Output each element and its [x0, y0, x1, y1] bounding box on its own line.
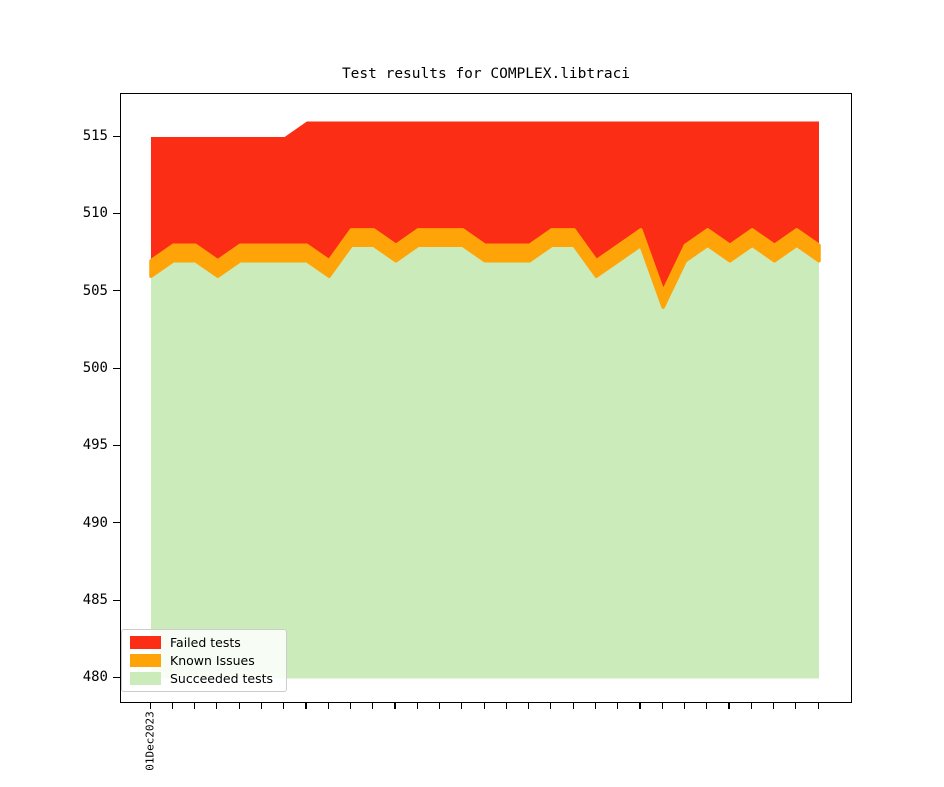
- x-tick-mark: [349, 703, 352, 709]
- y-tick-label: 515: [82, 128, 108, 144]
- x-tick-mark: [238, 703, 240, 709]
- x-tick-mark: [438, 703, 441, 709]
- x-tick-mark: [149, 703, 151, 709]
- x-tick-mark: [216, 703, 218, 709]
- x-tick-mark: [505, 703, 507, 709]
- x-tick-mark: [461, 703, 463, 709]
- area-layer: [151, 121, 819, 292]
- x-tick-mark: [171, 703, 173, 709]
- y-tick-mark: [113, 444, 120, 447]
- y-tick-label: 495: [82, 437, 108, 454]
- x-tick-mark: [594, 703, 597, 709]
- x-tick-mark: [394, 703, 396, 709]
- x-tick-mark: [550, 703, 552, 709]
- legend-item-failed-tests: Failed tests: [130, 634, 278, 651]
- legend-item-known-issues: Known Issues: [130, 652, 278, 669]
- legend: Failed tests Known Issues Succeeded test…: [121, 629, 287, 692]
- x-tick-mark: [416, 703, 418, 709]
- x-tick-mark: [661, 703, 663, 709]
- x-tick-mark: [772, 703, 775, 709]
- legend-swatch-known-issues: [130, 654, 161, 667]
- x-tick-mark: [260, 703, 263, 709]
- x-axis-first-tick-label: 01Dec2023: [143, 711, 157, 771]
- x-tick-mark: [283, 703, 285, 709]
- x-tick-mark: [728, 703, 730, 709]
- legend-item-succeeded-tests: Succeeded tests: [130, 670, 278, 687]
- x-tick-mark: [483, 703, 485, 709]
- y-tick-label: 485: [82, 592, 108, 609]
- x-tick-mark: [305, 703, 307, 709]
- legend-label-succeeded-tests: Succeeded tests: [170, 671, 274, 686]
- legend-label-known-issues: Known Issues: [170, 653, 255, 668]
- chart-title: Test results for COMPLEX.libtraci: [341, 66, 631, 82]
- x-tick-mark: [639, 703, 641, 709]
- plot-area: [120, 93, 852, 703]
- y-tick-label: 500: [82, 360, 108, 377]
- x-tick-mark: [683, 703, 686, 709]
- x-tick-mark: [750, 703, 752, 709]
- x-tick-mark: [795, 703, 797, 709]
- y-tick-label: 490: [82, 514, 108, 531]
- x-tick-mark: [372, 703, 374, 709]
- y-tick-mark: [113, 599, 120, 601]
- y-tick-mark: [113, 135, 120, 137]
- y-tick-mark: [113, 676, 120, 679]
- x-tick-mark: [706, 703, 708, 709]
- x-tick-mark: [327, 703, 329, 709]
- area-layer: [149, 228, 821, 309]
- legend-label-failed-tests: Failed tests: [170, 635, 241, 650]
- y-tick-label: 505: [82, 282, 108, 299]
- legend-swatch-failed-tests: [130, 636, 161, 649]
- x-tick-mark: [528, 703, 530, 709]
- y-tick-mark: [113, 212, 120, 215]
- stacked-area-chart: [149, 121, 821, 679]
- area-layer: [151, 245, 819, 679]
- y-tick-mark: [113, 522, 120, 524]
- legend-swatch-succeeded-tests: [130, 672, 161, 685]
- x-tick-mark: [572, 703, 574, 709]
- x-tick-mark: [817, 703, 819, 709]
- y-tick-mark: [113, 290, 120, 292]
- x-tick-mark: [617, 703, 619, 709]
- y-tick-mark: [113, 367, 120, 369]
- x-tick-mark: [194, 703, 196, 709]
- y-tick-label: 510: [82, 205, 108, 222]
- y-tick-label: 480: [82, 669, 108, 686]
